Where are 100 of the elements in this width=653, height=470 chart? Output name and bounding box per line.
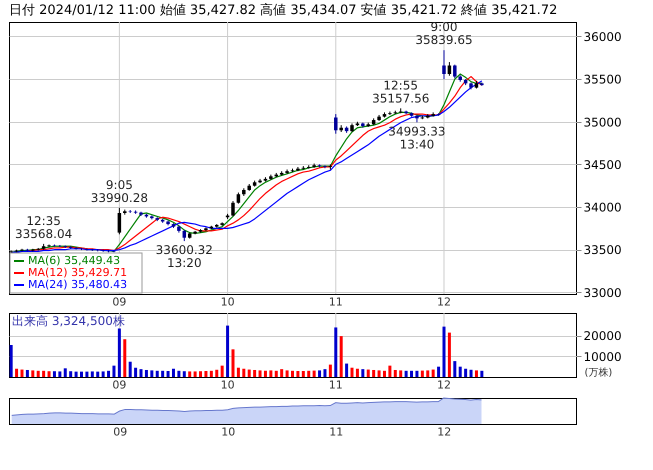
bar — [69, 371, 72, 377]
bar — [182, 371, 186, 377]
bar — [48, 371, 51, 377]
x-tick-label: 11 — [328, 296, 343, 308]
legend-label: MA(24) 35,480.43 — [28, 278, 128, 291]
bar — [90, 371, 94, 377]
bar — [166, 371, 170, 377]
y-tick-label: 20000 — [584, 329, 622, 344]
bar — [242, 368, 246, 377]
bar — [410, 370, 414, 377]
bar — [36, 370, 40, 377]
y-tick-label: 34000 — [584, 200, 622, 215]
bar — [345, 364, 348, 377]
y-tick-label: 35500 — [584, 72, 622, 87]
bar — [372, 370, 376, 377]
bar — [415, 370, 418, 377]
x-tick-label: 10 — [221, 426, 236, 438]
candlestick — [448, 62, 452, 76]
bar — [64, 368, 67, 377]
bar — [453, 361, 456, 377]
bar — [161, 370, 164, 377]
x-tick-label: 12 — [436, 296, 451, 308]
bar — [188, 371, 192, 377]
bar — [10, 345, 13, 377]
bar — [150, 370, 154, 377]
bar — [307, 370, 310, 377]
bar — [302, 371, 305, 377]
bar — [328, 364, 332, 377]
annotation: 9:05 33990.28 — [90, 178, 148, 205]
annotation: 33600.32 13:20 — [156, 243, 213, 270]
x-tick-label: 11 — [329, 426, 344, 438]
candlestick — [118, 207, 122, 235]
x-tick-label: 09 — [112, 296, 126, 308]
y-tick-label: 33500 — [584, 243, 622, 258]
bar — [291, 370, 294, 377]
bar — [318, 370, 322, 377]
bar — [480, 370, 484, 377]
bar — [248, 370, 251, 377]
bar — [388, 366, 392, 377]
annotation: 12:35 33568.04 — [14, 214, 72, 241]
x-tick-label: 12 — [436, 378, 451, 392]
bar — [134, 368, 138, 377]
bar — [15, 368, 18, 377]
bar — [231, 349, 234, 377]
bar — [394, 370, 397, 377]
bar — [118, 328, 121, 377]
annotation: 34993.33 13:40 — [388, 124, 446, 152]
bar — [194, 371, 197, 377]
bar — [80, 372, 83, 377]
bar — [432, 370, 435, 377]
bar — [42, 370, 46, 377]
bar — [156, 370, 159, 377]
bar — [172, 368, 175, 377]
bar — [20, 370, 24, 377]
bar — [361, 369, 364, 377]
bar — [340, 336, 343, 377]
bar — [437, 366, 440, 377]
y-tick-label: 10000 — [584, 350, 622, 364]
bar — [204, 371, 208, 377]
bar — [458, 366, 462, 377]
x-tick-label: 12 — [437, 426, 452, 438]
bar — [269, 370, 272, 377]
bar — [296, 371, 300, 377]
x-tick-label: 09 — [113, 426, 128, 438]
bar — [26, 370, 29, 377]
chart-title: 出来高 3,324,500株 — [12, 314, 125, 328]
bar — [236, 368, 240, 377]
bar — [112, 366, 116, 377]
bar — [226, 326, 230, 377]
bar — [350, 368, 354, 377]
bar — [334, 327, 338, 377]
candlestick — [231, 200, 235, 217]
bar — [420, 370, 424, 377]
x-tick-label: 10 — [220, 378, 235, 392]
bar — [102, 371, 105, 377]
bar — [52, 371, 56, 377]
bar — [274, 370, 278, 377]
legend-label: MA(12) 35,429.71 — [28, 266, 128, 279]
bar — [356, 368, 359, 377]
x-tick-label: 09 — [112, 378, 126, 392]
bar — [280, 369, 284, 377]
bar — [210, 370, 213, 377]
bar — [448, 332, 451, 377]
x-tick-label: 10 — [220, 296, 235, 308]
bar — [220, 366, 224, 377]
y-tick-label: 33000 — [584, 286, 622, 300]
bar — [215, 370, 218, 377]
bar — [470, 370, 473, 377]
bar — [464, 368, 468, 377]
bar — [323, 369, 326, 377]
y-tick-label: 36000 — [584, 30, 622, 44]
y-tick-label: 34500 — [584, 158, 622, 172]
bar — [286, 370, 289, 377]
annotation: 12:55 35157.56 — [372, 78, 430, 106]
bar — [96, 372, 100, 377]
chart-title: 日付 2024/01/12 11:00 始値 35,427.82 高値 35,434.07 安値 35,421.72 終値 35,421.72 — [9, 2, 558, 18]
x-tick-label: 11 — [328, 378, 343, 392]
bar — [107, 370, 110, 377]
candlestick — [453, 64, 457, 79]
y-tick-label: 35000 — [584, 115, 622, 130]
